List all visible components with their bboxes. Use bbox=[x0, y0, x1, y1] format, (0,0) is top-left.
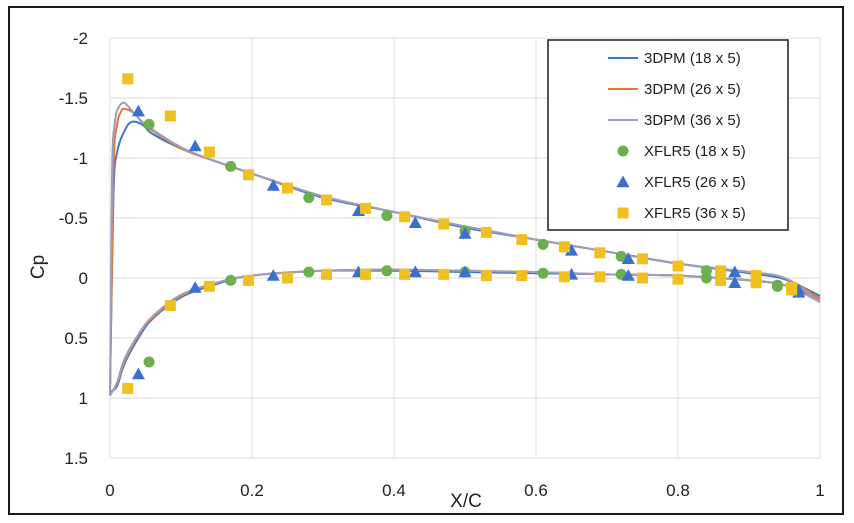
data-point-xflr5-36-x-5 bbox=[438, 268, 450, 280]
data-point-xflr5-36-x-5 bbox=[558, 241, 570, 253]
data-point-xflr5-18-x-5 bbox=[771, 280, 783, 292]
data-point-xflr5-36-x-5 bbox=[438, 218, 450, 230]
data-point-xflr5-26-x-5 bbox=[408, 216, 422, 228]
legend-label: 3DPM (26 x 5) bbox=[644, 81, 741, 98]
data-point-xflr5-26-x-5 bbox=[188, 139, 202, 152]
data-point-xflr5-36-x-5 bbox=[637, 272, 648, 284]
x-tick-label: 0 bbox=[105, 481, 114, 500]
data-point-xflr5-36-x-5 bbox=[516, 234, 528, 246]
data-point-xflr5-26-x-5 bbox=[728, 265, 742, 278]
data-point-xflr5-26-x-5 bbox=[621, 269, 635, 281]
data-point-xflr5-36-x-5 bbox=[594, 247, 606, 259]
data-point-xflr5-26-x-5 bbox=[266, 179, 280, 191]
data-point-xflr5-26-x-5 bbox=[131, 367, 145, 380]
data-point-xflr5-36-x-5 bbox=[203, 146, 215, 158]
data-point-xflr5-26-x-5 bbox=[188, 281, 202, 293]
data-point-xflr5-18-x-5 bbox=[303, 266, 315, 278]
x-tick-label: 0.2 bbox=[240, 481, 264, 500]
data-point-xflr5-26-x-5 bbox=[408, 265, 422, 278]
data-point-xflr5-36-x-5 bbox=[516, 270, 528, 282]
legend-label: 3DPM (18 x 5) bbox=[644, 50, 741, 67]
data-point-xflr5-36-x-5 bbox=[750, 270, 762, 282]
y-axis-title: Cp bbox=[28, 255, 49, 279]
data-point-xflr5-36-x-5 bbox=[480, 226, 492, 238]
data-point-xflr5-36-x-5 bbox=[242, 169, 254, 181]
x-tick-label: 0.8 bbox=[666, 481, 690, 500]
data-point-xflr5-36-x-5 bbox=[672, 260, 684, 272]
data-point-xflr5-26-x-5 bbox=[458, 265, 472, 278]
data-point-xflr5-36-x-5 bbox=[321, 268, 333, 280]
y-tick-label: -1 bbox=[73, 149, 88, 168]
legend: 3DPM (18 x 5) 3DPM (26 x 5) 3DPM (36 x 5) X… bbox=[547, 39, 789, 231]
data-point-xflr5-36-x-5 bbox=[715, 274, 727, 286]
data-point-xflr5-36-x-5 bbox=[360, 268, 372, 280]
data-point-xflr5-36-x-5 bbox=[558, 271, 570, 283]
data-point-xflr5-18-x-5 bbox=[143, 118, 155, 130]
x-tick-label: 0.4 bbox=[382, 481, 406, 500]
x-axis-title: X/C bbox=[450, 491, 482, 512]
data-point-xflr5-18-x-5 bbox=[225, 274, 237, 286]
y-tick-label: 0.5 bbox=[64, 329, 88, 348]
data-point-xflr5-18-x-5 bbox=[700, 272, 712, 284]
legend-swatch bbox=[617, 207, 629, 219]
y-tick-label: 1.5 bbox=[64, 449, 88, 468]
legend-label: 3DPM (36 x 5) bbox=[644, 112, 741, 129]
data-point-xflr5-26-x-5 bbox=[458, 227, 472, 239]
data-point-xflr5-18-x-5 bbox=[225, 160, 237, 172]
series-markers bbox=[122, 73, 806, 394]
data-point-xflr5-26-x-5 bbox=[131, 104, 145, 117]
data-point-xflr5-36-x-5 bbox=[203, 280, 215, 292]
data-point-xflr5-36-x-5 bbox=[786, 284, 798, 296]
data-point-xflr5-26-x-5 bbox=[565, 243, 578, 256]
data-point-xflr5-36-x-5 bbox=[164, 300, 176, 312]
legend-label: XFLR5 (36 x 5) bbox=[644, 205, 746, 222]
data-point-xflr5-36-x-5 bbox=[282, 182, 293, 194]
data-point-xflr5-18-x-5 bbox=[381, 210, 393, 222]
data-point-xflr5-18-x-5 bbox=[615, 250, 627, 262]
data-point-xflr5-36-x-5 bbox=[399, 211, 411, 223]
series-line-3dpm-26-x-5-lower bbox=[109, 268, 821, 395]
data-point-xflr5-36-x-5 bbox=[282, 272, 293, 284]
data-point-xflr5-36-x-5 bbox=[164, 110, 176, 122]
data-point-xflr5-18-x-5 bbox=[537, 267, 549, 279]
data-point-xflr5-26-x-5 bbox=[266, 269, 280, 281]
x-tick-label: 0.6 bbox=[524, 481, 548, 500]
data-point-xflr5-36-x-5 bbox=[242, 274, 254, 286]
data-point-xflr5-36-x-5 bbox=[637, 253, 648, 265]
y-tick-label: -2 bbox=[73, 29, 88, 48]
data-point-xflr5-36-x-5 bbox=[750, 277, 762, 289]
data-point-xflr5-36-x-5 bbox=[480, 270, 492, 282]
data-point-xflr5-36-x-5 bbox=[360, 202, 372, 214]
data-point-xflr5-18-x-5 bbox=[381, 265, 393, 277]
data-point-xflr5-36-x-5 bbox=[594, 271, 606, 283]
data-point-xflr5-18-x-5 bbox=[143, 356, 155, 368]
y-tick-label: 1 bbox=[79, 389, 88, 408]
y-tick-label: -1.5 bbox=[59, 89, 88, 108]
data-point-xflr5-18-x-5 bbox=[537, 238, 549, 250]
data-point-xflr5-18-x-5 bbox=[303, 192, 315, 204]
data-point-xflr5-36-x-5 bbox=[715, 265, 727, 277]
legend-swatch bbox=[616, 175, 630, 188]
tick-labels: 0 0.2 0.4 0.6 0.8 1 -2 -1.5 -1 -0.5 0 0.5 1 1.5 bbox=[59, 29, 825, 500]
legend-swatch bbox=[617, 145, 629, 157]
data-point-xflr5-36-x-5 bbox=[399, 268, 411, 280]
data-point-xflr5-26-x-5 bbox=[621, 252, 635, 264]
legend-label: XFLR5 (18 x 5) bbox=[644, 143, 746, 160]
data-point-xflr5-36-x-5 bbox=[321, 194, 333, 206]
y-tick-label: 0 bbox=[79, 269, 88, 288]
y-tick-label: -0.5 bbox=[59, 209, 88, 228]
data-point-xflr5-36-x-5 bbox=[122, 73, 134, 85]
legend-box bbox=[547, 39, 789, 231]
data-point-xflr5-36-x-5 bbox=[672, 273, 684, 285]
data-point-xflr5-26-x-5 bbox=[728, 276, 742, 288]
series-line-3dpm-18-x-5-lower bbox=[109, 269, 821, 393]
series-line-3dpm-36-x-5-lower bbox=[109, 268, 821, 397]
x-tick-label: 1 bbox=[815, 481, 824, 500]
legend-label: XFLR5 (26 x 5) bbox=[644, 174, 746, 191]
data-point-xflr5-36-x-5 bbox=[122, 382, 134, 394]
